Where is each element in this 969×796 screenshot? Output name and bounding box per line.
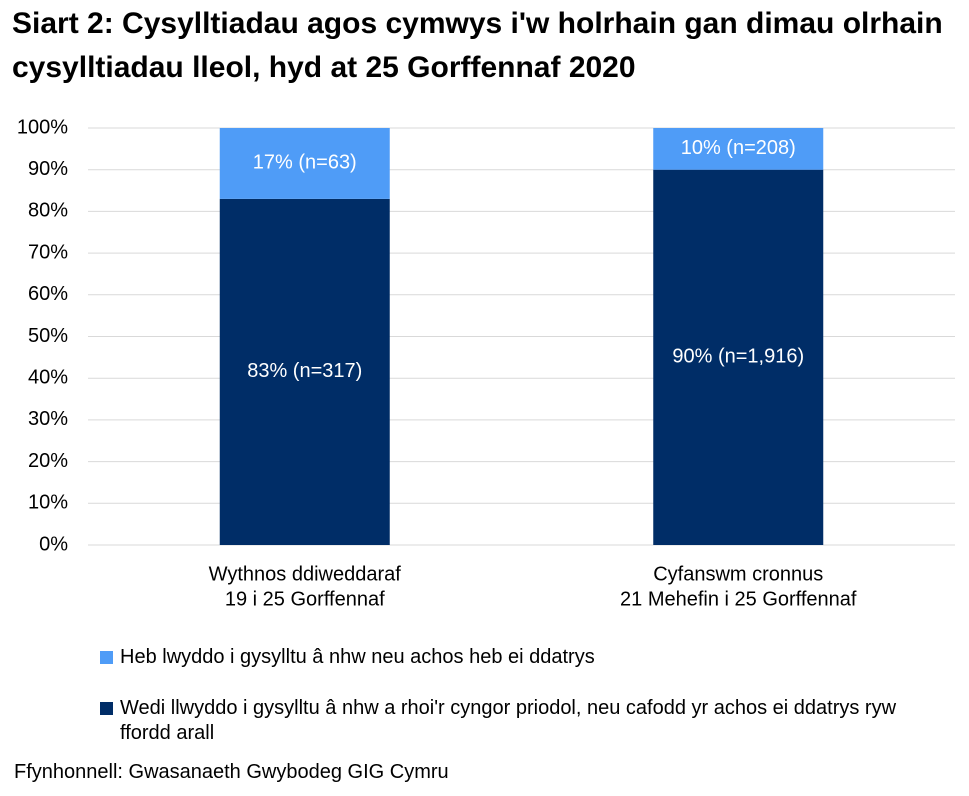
x-tick-label: Cyfanswm cronnus [653,563,823,585]
bar-segment [219,128,390,199]
legend-label: Heb lwyddo i gysylltu â nhw neu achos he… [120,646,595,668]
source: Ffynhonnell: Gwasanaeth Gwybodeg GIG Cym… [14,761,449,783]
chart-title: Siart 2: Cysylltiadau agos cymwys i'w ho… [12,7,943,84]
x-tick-label: Wythnos ddiweddaraf [209,563,402,585]
legend-swatch [100,651,113,664]
y-tick-label: 20% [28,450,68,472]
data-label: 90% (n=1,916) [672,346,804,368]
y-tick-label: 90% [28,158,68,180]
data-label: 10% (n=208) [681,137,796,159]
legend: Heb lwyddo i gysylltu â nhw neu achos he… [100,645,920,772]
data-label: 83% (n=317) [247,360,362,382]
y-tick-label: 10% [28,492,68,514]
chart: 0% 10% 20% 30% 40% 50% 60% 70% 80% 90% 100% Wythnos… [17,116,955,610]
legend-swatch [100,702,113,715]
legend-label: Wedi llwyddo i gysylltu â nhw a rhoi'r c… [120,697,897,744]
y-tick-label: 60% [28,283,68,305]
y-tick-label: 0% [39,533,68,555]
legend-item: Heb lwyddo i gysylltu â nhw neu achos he… [100,645,920,670]
bar-segment [653,128,824,170]
legend-item: Wedi llwyddo i gysylltu â nhw a rhoi'r c… [100,696,920,746]
bar-segment [653,169,824,545]
y-tick-label: 70% [28,241,68,263]
y-tick-label: 40% [28,366,68,388]
x-tick-label: 19 i 25 Gorffennaf [225,588,385,610]
y-tick-label: 100% [17,116,68,138]
bar-segment [219,198,390,545]
y-tick-label: 50% [28,325,68,347]
x-tick-label: 21 Mehefin i 25 Gorffennaf [620,588,857,610]
y-tick-label: 30% [28,408,68,430]
y-tick-label: 80% [28,200,68,222]
data-label: 17% (n=63) [253,152,357,174]
